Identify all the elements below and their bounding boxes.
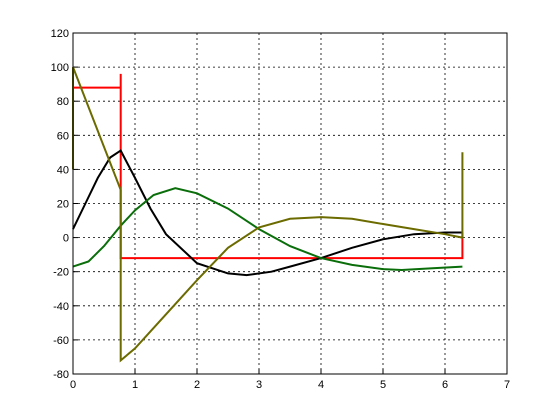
y-tick-label: 120 — [51, 28, 69, 40]
x-tick-label: 7 — [504, 379, 510, 391]
x-tick-label: 6 — [442, 379, 448, 391]
y-tick-label: -60 — [53, 335, 69, 347]
x-tick-label: 2 — [194, 379, 200, 391]
x-tick-label: 0 — [70, 379, 76, 391]
y-tick-label: -40 — [53, 301, 69, 313]
series-line — [72, 66, 464, 363]
y-tick-label: 80 — [57, 96, 69, 108]
x-tick-label: 1 — [132, 379, 138, 391]
y-tick-label: 0 — [63, 233, 69, 245]
series-line — [72, 149, 463, 277]
y-tick-label: -20 — [53, 267, 69, 279]
y-tick-label: 40 — [57, 164, 69, 176]
y-tick-label: 20 — [57, 199, 69, 211]
y-tick-label: 60 — [57, 130, 69, 142]
series-line — [73, 73, 464, 260]
x-tick-label: 4 — [318, 379, 324, 391]
x-tick-label: 3 — [256, 379, 262, 391]
axes-box — [72, 32, 508, 375]
y-tick-label: -80 — [53, 369, 69, 381]
x-tick-label: 5 — [380, 379, 386, 391]
y-tick-label: 100 — [51, 62, 69, 74]
series-line — [72, 187, 463, 272]
